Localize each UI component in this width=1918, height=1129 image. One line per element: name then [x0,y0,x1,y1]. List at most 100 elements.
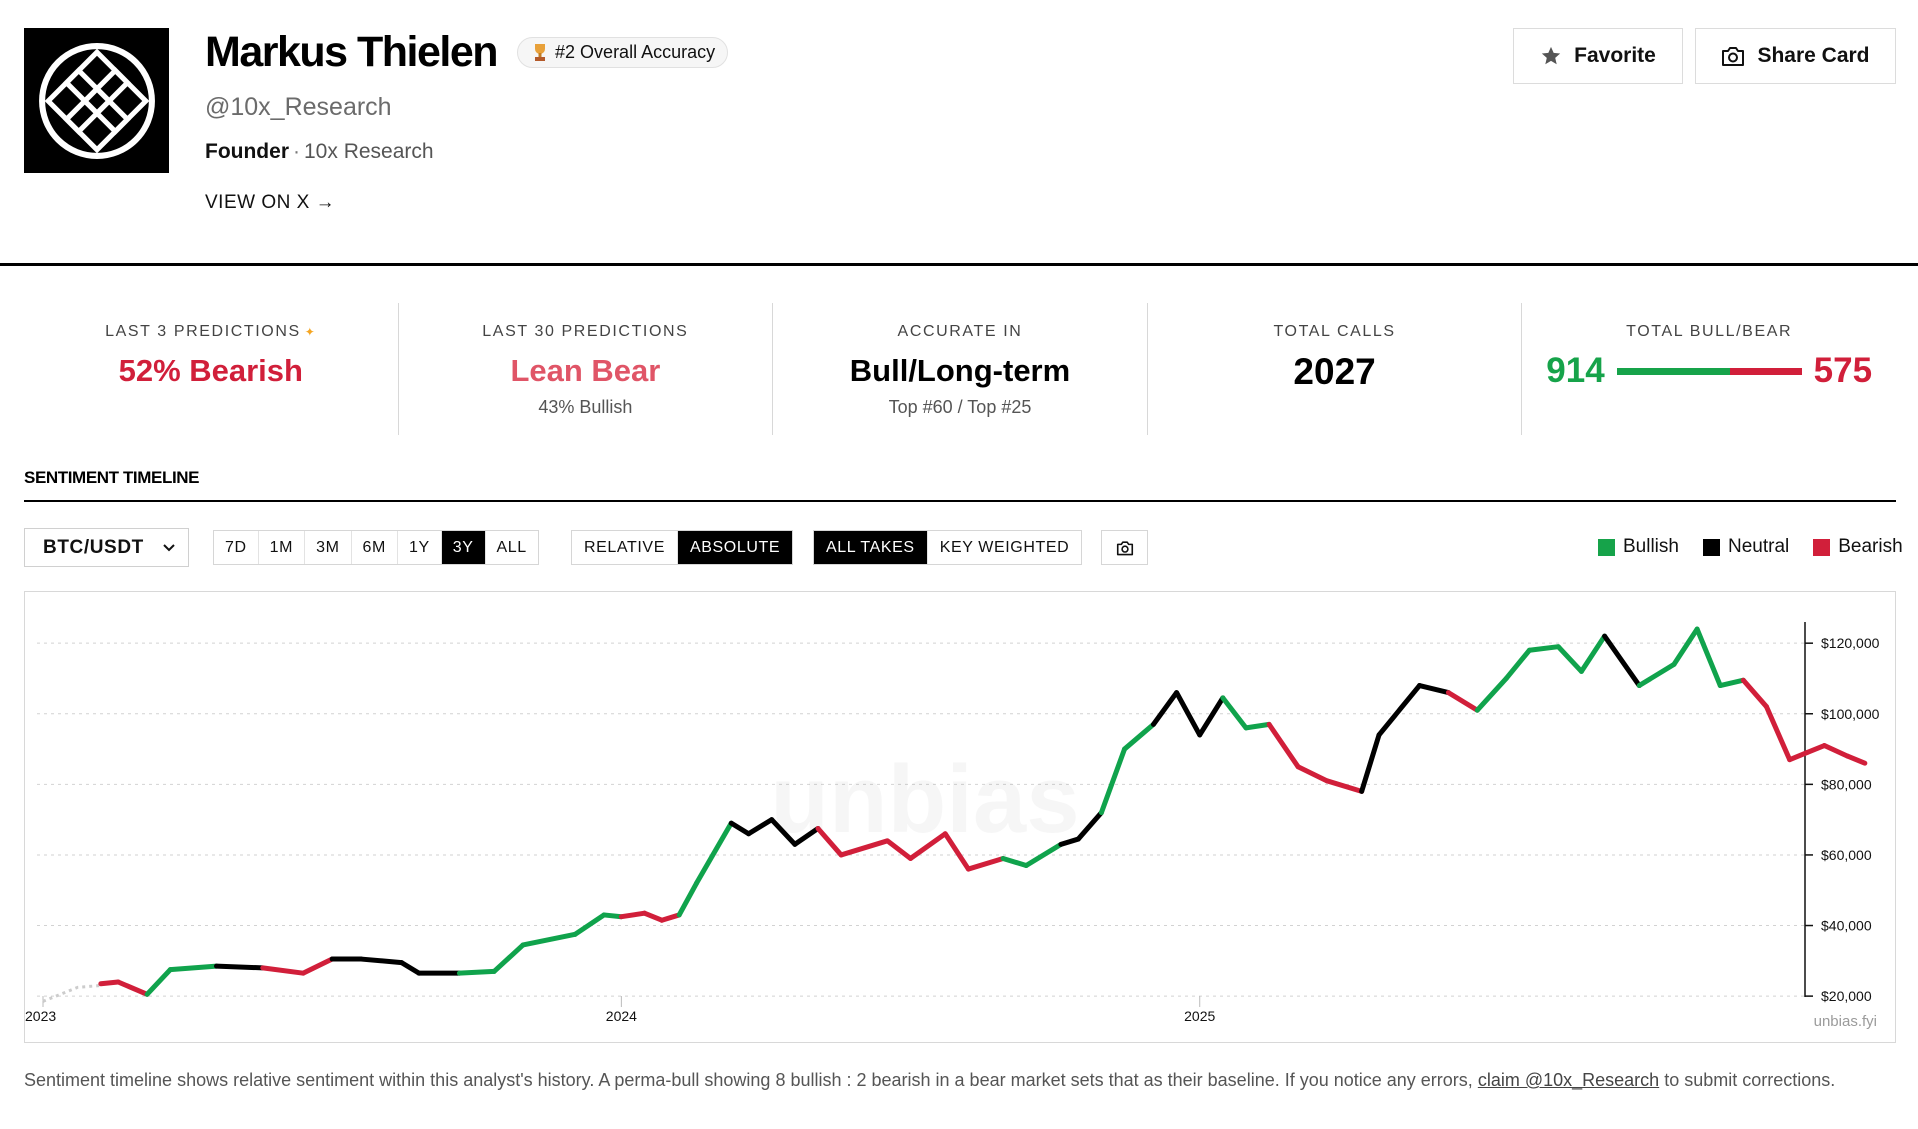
takes-option-key-weighted[interactable]: KEY WEIGHTED [939,538,1070,556]
profile-handle: @10x_Research [205,93,392,121]
stat-accurate-value: Bull/Long-term [849,353,1071,388]
stat-last3-label: LAST 3 PREDICTIONS [105,323,301,340]
pair-select[interactable]: BTC/USDT [24,528,189,567]
price-segment-neutral [746,817,775,837]
footnote-tail: to submit corrections. [1664,1070,1836,1090]
avatar [24,28,169,173]
range-option-all[interactable]: ALL [496,538,527,556]
price-segment-bearish [1821,743,1850,759]
profile-title: Founder [205,140,289,163]
price-segment-bullish [1578,633,1608,674]
share-card-button[interactable]: Share Card [1695,28,1896,84]
range-option-3m[interactable]: 3M [305,531,352,564]
y-tick-label: $100,000 [1821,706,1880,722]
price-segment-bearish [1844,753,1868,766]
chart-snapshot-button[interactable] [1101,530,1148,565]
range-option-7d[interactable]: 7D [214,531,259,564]
profile-name-row: Markus Thielen #2 Overall Accuracy [205,28,729,77]
sentiment-timeline-title: SENTIMENT TIMELINE [24,468,200,487]
price-segment-bearish [641,910,665,923]
y-tick-label: $40,000 [1821,918,1872,934]
pair-select-value: BTC/USDT [43,536,144,558]
stat-last30-label: LAST 30 PREDICTIONS [482,323,689,340]
price-projection-line [42,984,101,1003]
price-segment-bullish [1555,644,1584,674]
price-segment-neutral [1075,810,1104,842]
price-segment-bearish [1445,690,1480,713]
mode-option-absolute[interactable]: ABSOLUTE [677,531,793,564]
section-divider [24,500,1896,502]
legend-label: Bullish [1623,536,1679,557]
legend-swatch [1598,538,1615,556]
stat-last30-value: Lean Bear [510,353,661,388]
sentiment-legend: Bullish Neutral Bearish [1598,536,1903,558]
stat-accurate-sub: Top #60 / Top #25 [888,397,1032,417]
price-segment-bullish [1474,675,1509,713]
stat-total-calls-value: 2027 [1293,351,1376,392]
price-segment-neutral [728,820,752,837]
y-tick-label: $60,000 [1821,847,1872,863]
claim-profile-link[interactable]: claim @10x_Research [1477,1070,1660,1090]
legend-swatch [1813,538,1831,556]
price-segment-bullish [1220,695,1249,731]
y-tick-label: $120,000 [1821,635,1880,651]
chevron-down-icon [163,543,175,551]
view-on-x-link[interactable]: VIEW ON X → [205,192,336,213]
chart-source-label: unbias.fyi [1813,1013,1877,1030]
range-option-6m[interactable]: 6M [352,531,398,564]
takes-option-all-takes[interactable]: ALL TAKES [814,531,928,564]
price-segment-bullish [1503,647,1532,681]
price-segment-bullish [1122,721,1156,752]
price-segment-bearish [1324,778,1365,794]
price-segment-bullish [1717,677,1746,689]
x-tick-label: 2024 [606,1008,637,1024]
y-tick-label: $20,000 [1821,988,1872,1004]
stat-bull-bear: TOTAL BULL/BEAR 914 575 [1522,303,1896,435]
favorite-button[interactable]: Favorite [1513,28,1683,84]
price-segment-bearish [300,956,335,976]
takes-selector: ALL TAKES KEY WEIGHTED [813,530,1083,565]
price-segment-bearish [1764,704,1793,763]
price-segment-bullish [1000,855,1029,869]
footnote-text: Sentiment timeline shows relative sentim… [24,1070,1473,1090]
stat-last3-value: 52% Bearish [118,353,303,388]
price-segment-bearish [618,910,647,920]
share-card-label: Share Card [1757,44,1870,67]
range-option-3y[interactable]: 3Y [441,531,486,564]
price-segment-neutral [1197,695,1226,738]
price-segment-bullish [1098,746,1128,816]
price-segment-bearish [260,965,306,976]
price-segment-bullish [1636,661,1677,689]
price-segment-bearish [1740,677,1770,710]
price-segment-neutral [1150,690,1180,727]
sparkle-icon: ✦ [304,325,317,339]
price-segment-bearish [98,979,121,987]
price-segment-bearish [965,855,1006,872]
price-segment-bullish [456,968,497,976]
legend-neutral: Neutral [1702,536,1789,558]
price-segment-bearish [884,838,914,861]
bull-ratio-segment [1616,367,1731,375]
bull-bear-ratio-bar [1616,367,1802,375]
price-segment-bullish [601,912,624,920]
price-segment-bearish [1266,721,1301,770]
price-segment-neutral [1416,683,1451,696]
stat-total-calls-label: TOTAL CALLS [1273,323,1396,340]
stat-last30: LAST 30 PREDICTIONS Lean Bear 43% Bullis… [399,303,774,435]
rank-badge-label: #2 Overall Accuracy [555,42,716,62]
range-option-1y[interactable]: 1Y [398,531,442,564]
price-segment-bearish [115,979,150,997]
bear-ratio-segment [1730,367,1802,375]
range-option-1m[interactable]: 1M [259,531,306,564]
profile-role: Founder · 10x Research [205,140,434,163]
legend-swatch [1702,538,1720,556]
price-segment-bullish [572,912,607,937]
price-segment-bullish [1671,626,1700,667]
stat-last30-sub: 43% Bullish [538,397,633,417]
price-segment-bullish [1526,644,1561,653]
stats-row: LAST 3 PREDICTIONS ✦ 52% Bearish LAST 30 … [24,303,1896,435]
mode-option-relative[interactable]: RELATIVE [572,531,678,564]
price-segment-neutral [399,960,422,976]
chart-watermark: unbias [770,746,1079,853]
price-segment-bullish [1694,626,1723,689]
